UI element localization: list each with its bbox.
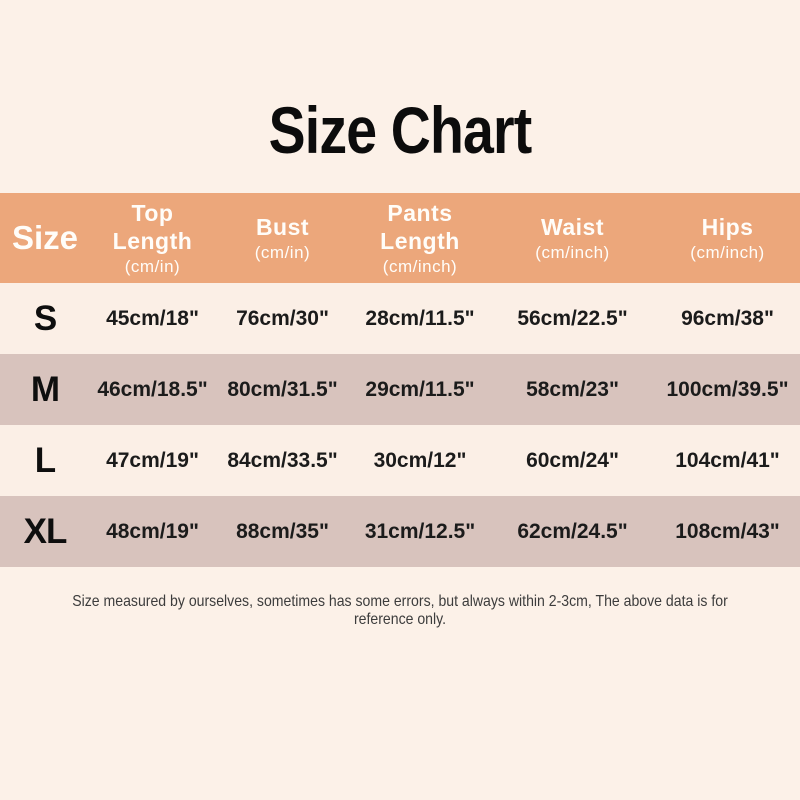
table-row-l: L 47cm/19" 84cm/33.5" 30cm/12" 60cm/24" … xyxy=(0,425,800,496)
header-hips-label: Hips xyxy=(701,214,754,240)
cell-pants-length: 28cm/11.5" xyxy=(365,306,475,330)
size-table: Size Top Length (cm/in) Bust (cm/in) Pan… xyxy=(0,193,800,567)
cell-top-length: 47cm/19" xyxy=(106,448,199,472)
header-top-length-line1: Top xyxy=(131,199,174,226)
cell-waist: 56cm/22.5" xyxy=(517,306,628,330)
header-top-length-unit: (cm/in) xyxy=(124,257,181,277)
header-bust-unit: (cm/in) xyxy=(254,242,311,262)
cell-size: M xyxy=(30,369,60,409)
cell-bust: 88cm/35" xyxy=(236,519,329,543)
cell-top-length: 48cm/19" xyxy=(106,519,199,543)
table-header-row: Size Top Length (cm/in) Bust (cm/in) Pan… xyxy=(0,193,800,283)
cell-bust: 80cm/31.5" xyxy=(227,377,338,401)
cell-hips: 96cm/38" xyxy=(681,306,774,330)
header-bust: Bust (cm/in) xyxy=(215,193,350,283)
header-bust-label: Bust xyxy=(255,214,310,240)
header-waist-label: Waist xyxy=(541,214,604,240)
cell-waist: 60cm/24" xyxy=(526,448,619,472)
page-title: Size Chart xyxy=(268,93,533,167)
cell-hips: 104cm/41" xyxy=(675,448,780,472)
header-pants-length-unit: (cm/inch) xyxy=(382,257,458,277)
header-pants-length: Pants Length (cm/inch) xyxy=(350,193,490,283)
header-hips: Hips (cm/inch) xyxy=(655,193,800,283)
cell-top-length: 46cm/18.5" xyxy=(97,377,208,401)
cell-size: L xyxy=(34,440,56,480)
cell-hips: 108cm/43" xyxy=(675,519,780,543)
cell-bust: 84cm/33.5" xyxy=(227,448,338,472)
header-pants-length-line2: Length xyxy=(380,228,460,255)
cell-size: S xyxy=(33,298,57,338)
table-row-xl: XL 48cm/19" 88cm/35" 31cm/12.5" 62cm/24.… xyxy=(0,496,800,567)
disclaimer-note: Size measured by ourselves, sometimes ha… xyxy=(72,593,728,628)
cell-waist: 58cm/23" xyxy=(526,377,619,401)
cell-size: XL xyxy=(23,511,68,551)
header-waist: Waist (cm/inch) xyxy=(490,193,655,283)
header-top-length-line2: Length xyxy=(112,228,193,255)
cell-pants-length: 29cm/11.5" xyxy=(365,377,475,401)
cell-waist: 62cm/24.5" xyxy=(517,519,628,543)
cell-hips: 100cm/39.5" xyxy=(666,377,789,401)
cell-bust: 76cm/30" xyxy=(236,306,329,330)
header-size-label: Size xyxy=(11,219,79,257)
cell-top-length: 45cm/18" xyxy=(106,306,199,330)
header-waist-unit: (cm/inch) xyxy=(535,242,610,262)
table-row-s: S 45cm/18" 76cm/30" 28cm/11.5" 56cm/22.5… xyxy=(0,283,800,354)
cell-pants-length: 31cm/12.5" xyxy=(364,519,476,543)
header-hips-unit: (cm/inch) xyxy=(690,242,765,262)
header-size: Size xyxy=(0,193,90,283)
header-top-length: Top Length (cm/in) xyxy=(90,193,215,283)
table-row-m: M 46cm/18.5" 80cm/31.5" 29cm/11.5" 58cm/… xyxy=(0,354,800,425)
header-pants-length-line1: Pants xyxy=(387,199,453,226)
cell-pants-length: 30cm/12" xyxy=(373,448,467,472)
